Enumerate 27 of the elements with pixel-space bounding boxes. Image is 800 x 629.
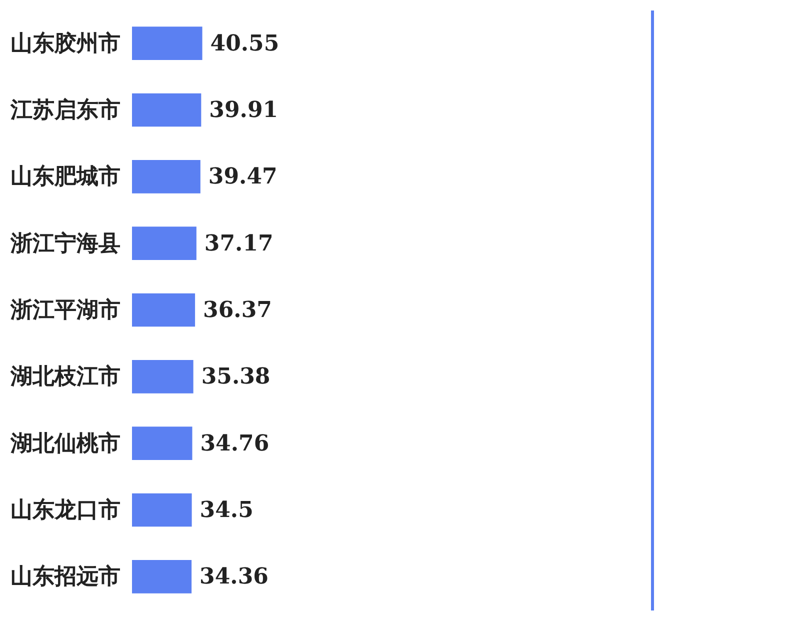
bar: [132, 493, 192, 527]
y-tick-label: 江苏启东市: [10, 97, 120, 123]
data-label: 34.36: [200, 564, 268, 590]
data-label: 39.91: [209, 97, 278, 123]
data-label: 35.38: [201, 364, 270, 390]
bar: [132, 360, 194, 394]
data-label: 34.76: [200, 430, 270, 456]
data-label: 39.47: [208, 164, 278, 190]
bar: [132, 160, 200, 194]
y-tick-label: 山东龙口市: [10, 497, 120, 523]
y-tick-label: 山东胶州市: [10, 30, 120, 56]
data-label: 37.17: [204, 230, 274, 256]
y-tick-label: 湖北枝江市: [10, 364, 120, 390]
y-tick-label: 浙江宁海县: [10, 230, 120, 256]
y-tick-label: 山东招远市: [10, 564, 120, 590]
bar: [132, 426, 192, 460]
y-tick-label: 湖北仙桃市: [10, 430, 120, 456]
bar: [132, 226, 196, 260]
y-tick-label: 山东肥城市: [10, 164, 120, 190]
data-label: 36.37: [203, 297, 272, 323]
bar: [132, 93, 202, 127]
data-label: 34.5: [200, 497, 254, 523]
bar: [132, 26, 202, 60]
data-label: 40.55: [210, 30, 280, 56]
bar: [132, 293, 196, 327]
bar: [132, 560, 192, 594]
y-tick-label: 浙江平湖市: [10, 297, 120, 323]
